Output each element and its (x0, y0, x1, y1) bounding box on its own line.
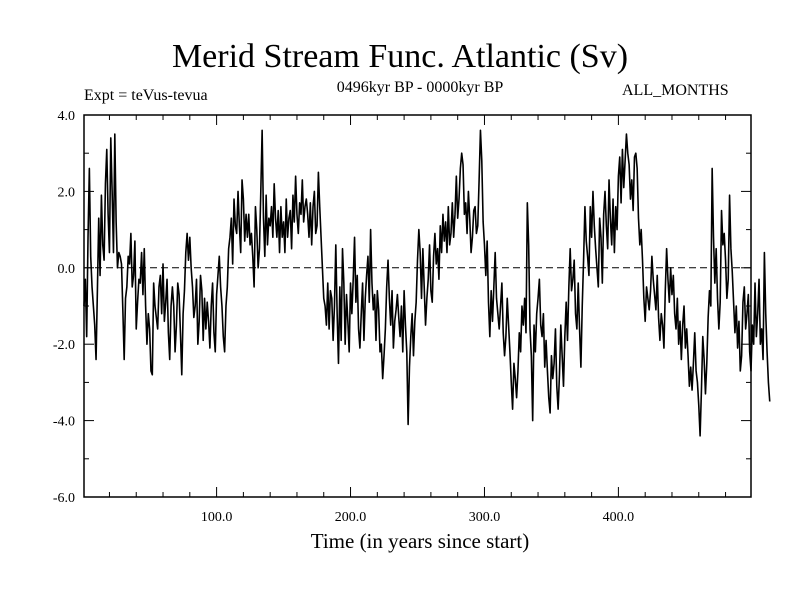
x-tick-label: 400.0 (603, 510, 635, 525)
y-tick-label: 0.0 (58, 262, 76, 277)
y-tick-label: -2.0 (53, 338, 75, 353)
x-axis-label: Time (in years since start) (310, 529, 530, 553)
period-label: 0496kyr BP - 0000kyr BP (336, 79, 504, 96)
series-line (83, 129, 771, 437)
x-tick-label: 300.0 (469, 510, 501, 525)
y-tick-label: -4.0 (53, 415, 75, 430)
months-label: ALL_MONTHS (622, 82, 729, 99)
y-tick-label: -6.0 (53, 491, 75, 506)
y-tick-label: 4.0 (58, 109, 76, 124)
experiment-label: Expt = teVus-tevua (84, 87, 208, 104)
x-tick-label: 100.0 (201, 510, 233, 525)
y-tick-label: 2.0 (58, 185, 76, 200)
chart-title: Merid Stream Func. Atlantic (Sv) (171, 38, 629, 75)
x-tick-label: 200.0 (335, 510, 367, 525)
